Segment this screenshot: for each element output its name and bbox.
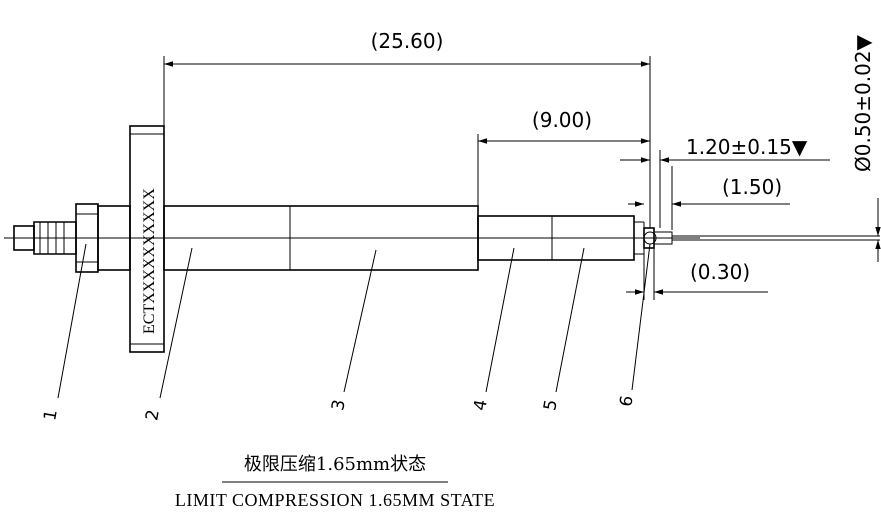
dim-tip-travel-text: ␳1.20±0.15▼ [686,135,808,159]
caption-english: LIMIT COMPRESSION 1.65MM STATE [175,490,495,510]
part-label-4: 4 [470,398,492,412]
dim-gap-text: (0.30) [690,260,750,284]
part-label-1: 1 [40,408,62,422]
part-label-6: 6 [616,394,638,408]
part-label-2: 2 [142,408,164,422]
caption-chinese: 极限压缩1.65mm状态 [244,454,426,475]
dim-tip-section: (9.00) [478,108,650,216]
serial-marking: ECTXXXXXXXXXX [141,188,158,334]
dim-gap: (0.30) [626,248,768,300]
part-label-5: 5 [540,398,562,412]
part-label-3: 3 [328,398,350,412]
dim-plunger-length: (1.50) [628,166,790,230]
dim-diameter: ␴Ø0.50±0.02▼ [851,34,878,262]
dim-diameter-text: ␴Ø0.50±0.02▼ [851,34,875,172]
dim-overall-text: (25.60) [371,29,444,53]
dim-tip-section-text: (9.00) [532,108,592,132]
dim-plunger-length-text: (1.50) [722,175,782,199]
